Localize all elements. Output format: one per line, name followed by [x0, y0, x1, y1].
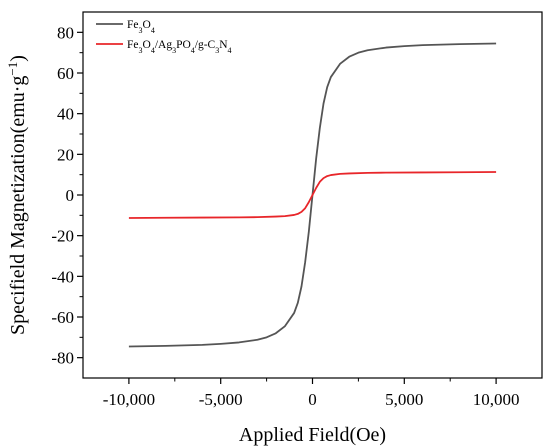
y-axis-title: Specifield Magnetization(emu·g−1)	[5, 55, 30, 335]
y-tick-label: -20	[51, 227, 74, 246]
x-axis-title: Applied Field(Oe)	[239, 424, 386, 446]
x-tick-label: 10,000	[473, 390, 520, 409]
y-tick-label: 40	[57, 105, 74, 124]
y-tick-label: -80	[51, 349, 74, 368]
x-tick-label: 0	[308, 390, 317, 409]
legend-label-2: Fe3O4/Ag3PO4/g-C3N4	[127, 39, 232, 55]
x-tick-label: -5,000	[199, 390, 243, 409]
x-tick-label: 5,000	[385, 390, 423, 409]
legend-label-1: Fe3O4	[127, 19, 155, 35]
y-tick-label: 60	[57, 64, 74, 83]
y-tick-label: -60	[51, 308, 74, 327]
x-tick-label: -10,000	[103, 390, 155, 409]
y-tick-label: 80	[57, 23, 74, 42]
y-tick-label: -40	[51, 267, 74, 286]
y-tick-label: 20	[57, 145, 74, 164]
y-tick-label: 0	[66, 186, 75, 205]
series-line-2	[128, 171, 497, 219]
